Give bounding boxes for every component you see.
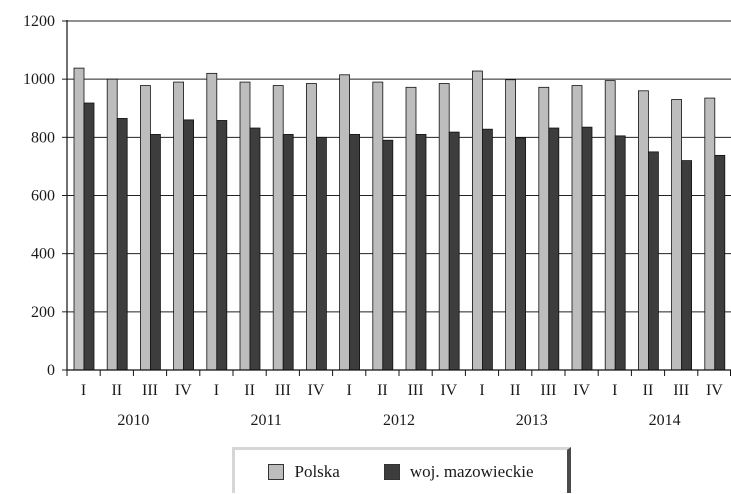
x-tick-label: II [377,382,388,399]
year-label: 2014 [649,412,681,429]
x-tick-labels: I II III IV I II III IV I II III IV I II III IV I II III IV [81,382,723,399]
bar [372,81,384,371]
y-tick-labels: 0 200 400 600 800 1000 1200 [23,13,55,379]
legend-label-mazowieckie: woj. mazowieckie [409,461,534,481]
x-tick-label: IV [440,382,457,399]
year-group-labels: 2010 2011 2012 2013 2014 [117,412,680,429]
x-tick-label: I [612,382,617,399]
bar [183,119,195,371]
legend-item-polska: Polska [268,461,340,482]
bar [272,85,284,371]
x-tick-label: II [510,382,521,399]
x-tick-label: I [81,382,86,399]
bar [139,85,151,371]
bar [581,126,593,371]
y-tick-label: 0 [47,362,55,379]
bar [106,78,118,371]
bar [382,139,394,371]
x-tick-label: IV [308,382,325,399]
y-tick-label: 200 [31,304,55,321]
x-tick-label: III [142,382,158,399]
bar [538,86,550,371]
bar [714,154,726,371]
bar [282,134,294,371]
legend-item-mazowieckie: woj. mazowieckie [383,461,534,482]
bar [349,134,361,371]
y-tick-label: 800 [31,129,55,146]
x-tick-label: III [408,382,424,399]
year-label: 2012 [383,412,415,429]
bar [339,74,351,371]
legend-swatch-polska [268,463,285,480]
x-tick-label: II [643,382,654,399]
axes [66,20,731,376]
bar [505,79,517,371]
legend-label-polska: Polska [294,461,340,481]
bar [548,127,560,371]
bar [438,83,450,371]
x-tick-label: IV [706,382,723,399]
bar [571,85,583,371]
year-label: 2010 [117,412,149,429]
year-label: 2013 [516,412,548,429]
x-tick-label: I [347,382,352,399]
bar [149,134,161,371]
bar [681,160,692,371]
x-tick-label: II [244,382,255,399]
bar [73,67,85,371]
bar [448,131,460,371]
bar-series-group [73,67,726,371]
x-tick-label: III [673,382,689,399]
bar [315,136,327,371]
bar [604,80,616,371]
y-tick-label: 600 [31,188,55,205]
bar [638,90,649,371]
legend-swatch-mazowieckie [383,463,400,480]
x-tick-label: III [540,382,556,399]
bar [405,86,417,371]
bar [216,120,228,371]
bar [481,128,493,371]
bar [249,127,261,371]
bar [206,72,218,371]
bar [83,102,95,371]
bar [173,81,185,371]
bar [704,97,716,371]
x-tick-label: I [479,382,484,399]
bar [614,135,626,371]
x-tick-label: III [275,382,291,399]
bar [648,151,659,371]
bar [515,137,526,371]
x-tick-label: II [111,382,122,399]
gridlines [62,20,731,371]
bar [671,99,682,371]
legend: Polska woj. mazowieckie [232,447,571,493]
bar [471,70,483,371]
x-tick-label: IV [573,382,590,399]
y-tick-label: 400 [31,246,55,263]
year-label: 2011 [250,412,281,429]
x-tick-label: I [214,382,219,399]
y-tick-label: 1000 [23,71,55,88]
x-tick-label: IV [175,382,192,399]
bar [305,83,317,371]
bar [116,118,128,371]
y-tick-label: 1200 [23,13,55,30]
bar [415,134,427,371]
bar [239,81,251,371]
